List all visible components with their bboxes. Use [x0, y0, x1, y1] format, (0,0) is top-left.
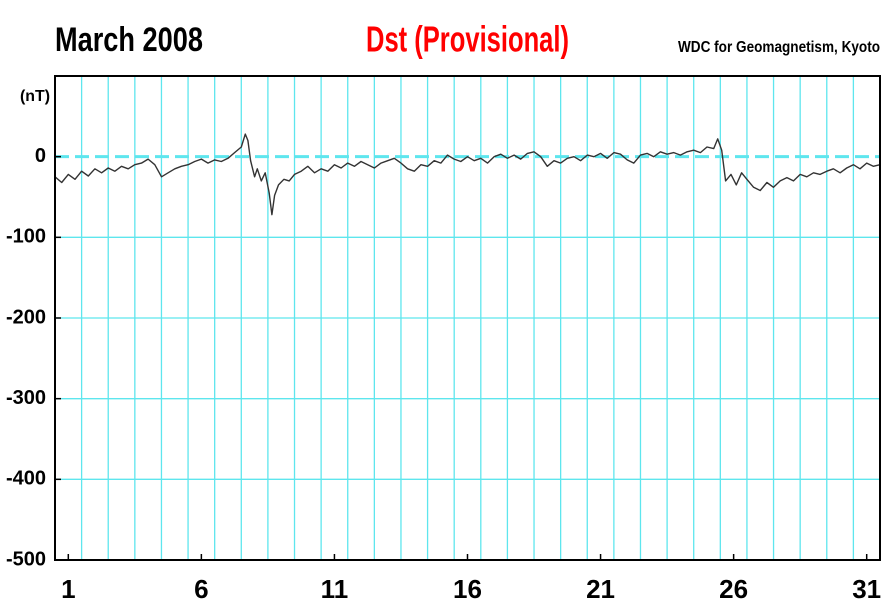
y-tick-label: -200: [6, 306, 46, 328]
y-axis-label: (nT): [20, 88, 50, 105]
y-tick-label: -500: [6, 548, 46, 570]
y-tick-label: 0: [35, 145, 46, 167]
x-tick-label: 21: [586, 574, 615, 604]
x-tick-label: 1: [61, 574, 75, 604]
x-tick-label: 31: [852, 574, 881, 604]
chart-subtitle: Dst (Provisional): [366, 19, 569, 60]
source-label: WDC for Geomagnetism, Kyoto: [678, 39, 880, 56]
data-line: [54, 133, 881, 216]
x-tick-label: 11: [321, 574, 349, 604]
x-tick-label: 26: [719, 574, 748, 604]
y-tick-label: -400: [6, 468, 46, 490]
x-tick-label: 6: [194, 574, 208, 604]
x-tick-label: 16: [453, 574, 482, 604]
y-tick-label: -300: [6, 387, 46, 409]
y-tick-label: -100: [6, 226, 46, 248]
chart-title: March 2008: [55, 21, 203, 59]
plot-frame: [54, 75, 881, 561]
